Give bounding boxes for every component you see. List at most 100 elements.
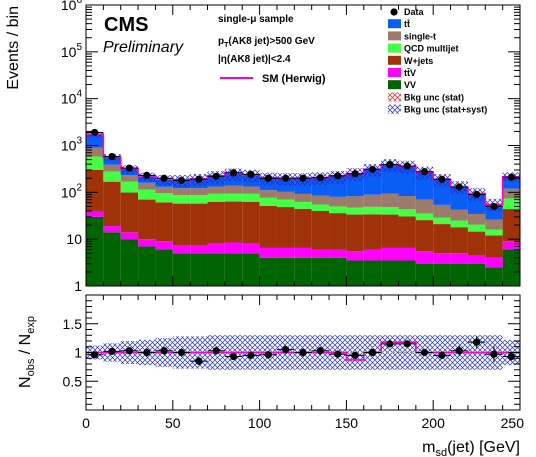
bar-tt-v	[398, 247, 416, 261]
bar-qcd-multijet	[467, 224, 486, 232]
bar-qcd-multijet	[86, 156, 104, 170]
bar-w-jets	[346, 214, 364, 252]
ratio-panel: 0.5 1 1.5 0 50 100 150 200 250 Nobs / Nexp msd(…	[17, 294, 524, 457]
ratio-point	[351, 351, 359, 359]
bar-qcd-multijet	[329, 206, 347, 214]
bar-single-t	[381, 193, 399, 208]
bar-vv	[467, 263, 486, 286]
bar-w-jets	[224, 201, 243, 243]
data-point	[403, 162, 411, 170]
bar-w-jets	[415, 220, 434, 252]
ratio-point	[299, 348, 307, 357]
bar-w-jets	[259, 205, 277, 248]
ratio-y-axis-ticks: 0.5 1 1.5	[63, 294, 520, 411]
bar-tt-v	[381, 247, 399, 261]
data-point	[507, 173, 515, 181]
bar-single-t	[467, 213, 486, 225]
bar-single-t	[485, 219, 503, 230]
bar-single-t	[86, 147, 104, 157]
bar-tt-v	[138, 239, 156, 247]
y-tick-label: 102	[61, 182, 83, 200]
ratio-y-axis-label: Nobs / Nexp	[17, 316, 37, 388]
ratio-point	[368, 348, 377, 357]
bar-qcd-multijet	[190, 195, 208, 204]
bar-w-jets	[294, 208, 312, 248]
bar-single-t	[346, 196, 364, 208]
data-point	[299, 174, 307, 182]
bar-w-jets	[138, 199, 156, 240]
y-tick-label: 106	[61, 0, 83, 13]
data-point	[438, 175, 446, 183]
legend-label: Data	[404, 7, 425, 17]
ratio-y-tick-label: 0.5	[63, 373, 83, 389]
legend-label: tt̄	[404, 19, 410, 29]
bar-tt-v	[294, 247, 312, 258]
bar-tt-v	[86, 210, 104, 217]
bar-tt-v	[259, 247, 277, 258]
bar-tt-v	[207, 243, 225, 254]
bar-tt-v	[415, 251, 434, 264]
bar-tt-v	[502, 241, 520, 250]
ratio-data-points	[86, 336, 520, 366]
legend-swatch	[388, 68, 401, 77]
legend-data-marker	[390, 8, 398, 16]
bar-vv	[502, 249, 520, 286]
bar-w-jets	[450, 227, 468, 254]
data-point	[264, 174, 272, 182]
main-x-axis-ticks	[85, 5, 521, 286]
ratio-point	[420, 348, 429, 357]
bar-single-t	[224, 185, 243, 194]
bar-w-jets	[190, 203, 208, 246]
bar-qcd-multijet	[485, 229, 503, 236]
ratio-point	[247, 351, 255, 359]
legend-label: QCD multijet	[404, 44, 459, 54]
bar-qcd-multijet	[259, 197, 277, 206]
x-tick-label: 0	[82, 415, 90, 431]
main-y-axis-label: Events / bin	[5, 6, 22, 90]
x-tick-label: 50	[165, 415, 181, 431]
bar-tt-v	[485, 257, 503, 268]
legend-swatch-statsyst	[388, 104, 401, 114]
bar-vv	[259, 257, 277, 286]
ratio-point	[125, 347, 133, 355]
bar-qcd-multijet	[242, 193, 260, 202]
x-tick-label: 200	[422, 415, 446, 431]
bar-w-jets	[311, 210, 330, 250]
bar-vv	[294, 257, 312, 286]
legend: Data tt̄ single-t QCD multijet W+jets tt̄V VV B…	[388, 7, 487, 115]
legend-label: Bkg unc (stat+syst)	[404, 105, 487, 115]
y-tick-label: 104	[61, 89, 83, 107]
bar-tt-	[381, 164, 399, 194]
bar-vv	[381, 260, 399, 286]
ratio-point	[177, 348, 186, 357]
bar-single-t	[363, 194, 382, 207]
bar-single-t	[415, 199, 434, 214]
bar-qcd-multijet	[415, 213, 434, 221]
bar-single-t	[172, 188, 191, 196]
bar-vv	[103, 232, 121, 286]
bar-w-jets	[207, 201, 225, 244]
preliminary-label: Preliminary	[103, 39, 184, 56]
cms-label: CMS	[104, 14, 148, 36]
bar-w-jets	[155, 202, 173, 242]
ratio-point	[490, 350, 498, 358]
bar-qcd-multijet	[294, 201, 312, 209]
bar-single-t	[259, 190, 277, 198]
data-point	[177, 176, 186, 184]
bar-qcd-multijet	[172, 195, 191, 204]
legend-swatch	[388, 80, 401, 90]
y-tick-label: 1	[74, 278, 82, 294]
ratio-point	[282, 346, 290, 354]
sample-label: single-μ sample	[218, 14, 294, 25]
bar-single-t	[155, 186, 173, 194]
bar-tt-v	[450, 253, 468, 264]
bar-vv	[363, 260, 382, 286]
ratio-point	[143, 348, 151, 357]
legend-swatch	[388, 31, 401, 41]
bar-tt-v	[242, 243, 260, 254]
data-point	[386, 161, 394, 169]
ratio-point	[229, 352, 238, 361]
bar-w-jets	[485, 235, 503, 258]
ratio-point	[403, 340, 411, 348]
bar-qcd-multijet	[346, 207, 364, 215]
